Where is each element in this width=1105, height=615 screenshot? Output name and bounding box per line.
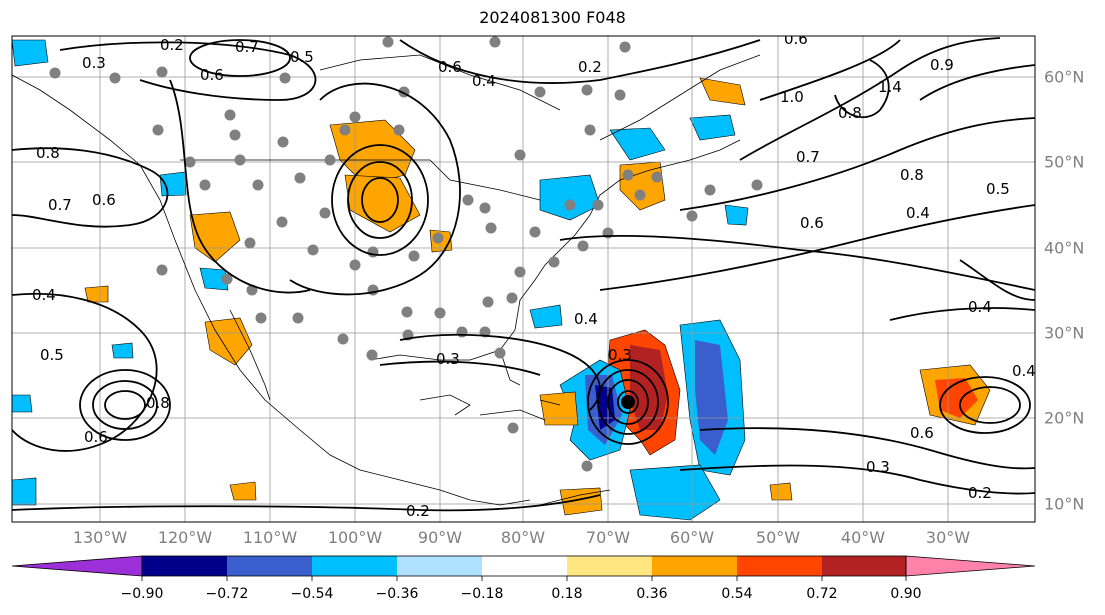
colorbar-tick-label: 0.54: [721, 586, 753, 602]
contour-label: 0.3: [436, 350, 460, 368]
colorbar-tick-label: −0.72: [205, 586, 249, 602]
lon-label: 100°W: [327, 528, 383, 547]
lat-label: 10°N: [1044, 494, 1085, 514]
contour-label: 0.4: [574, 310, 598, 328]
lon-label: 130°W: [72, 528, 128, 547]
contour-label: 0.8: [838, 104, 862, 122]
lon-label: 60°W: [669, 528, 715, 547]
colorbar: [11, 555, 1036, 581]
colorbar-tick-label: 0.72: [806, 586, 838, 602]
contour-label: 0.3: [82, 54, 106, 72]
figure-title: 2024081300 F048: [479, 8, 626, 27]
contour-label-layer: 0.2 0.3 0.5 0.7 0.6 0.4 0.8 0.4 0.7 0.6 …: [32, 30, 1036, 520]
contour-label: 0.8: [900, 166, 924, 184]
lon-label: 80°W: [500, 528, 546, 547]
contour-label: 0.7: [796, 148, 820, 166]
station-dots: [49, 36, 763, 472]
contour-label: 0.6: [910, 424, 934, 442]
contour-label: 1.4: [878, 78, 902, 96]
colorbar-segment: [567, 556, 652, 576]
colorbar-tick-label: 0.36: [636, 586, 668, 602]
colorbar-segment: [227, 556, 312, 576]
lat-label: 50°N: [1044, 152, 1085, 172]
contour-label: 0.7: [48, 196, 72, 214]
shading-layer: [12, 39, 991, 521]
colorbar-segment: [142, 556, 227, 576]
colorbar-tick-label: 0.18: [551, 586, 583, 602]
contour-label: 0.6: [84, 428, 108, 446]
contour-label: 0.5: [986, 180, 1010, 198]
contour-label: 0.2: [406, 502, 430, 520]
colorbar-tick-label: −0.18: [460, 586, 504, 602]
contour-label: 0.6: [438, 58, 462, 76]
contour-label: 0.5: [290, 48, 314, 66]
lon-label: 120°W: [157, 528, 213, 547]
contour-label: 0.4: [32, 286, 56, 304]
colorbar-tick-label: −0.36: [375, 586, 419, 602]
contour-label: 0.2: [160, 36, 184, 54]
colorbar-segment: [652, 556, 737, 576]
colorbar-segment: [312, 556, 397, 576]
contour-label: 0.7: [235, 38, 259, 56]
contour-label: 0.9: [930, 56, 954, 74]
lon-label: 90°W: [417, 528, 463, 547]
contour-label: 1.0: [780, 88, 804, 106]
contour-label: 0.2: [968, 484, 992, 502]
contour-label: 0.2: [578, 58, 602, 76]
lat-label: 30°N: [1044, 323, 1085, 343]
contour-label: 0.6: [800, 214, 824, 232]
contour-label: 0.6: [784, 30, 808, 48]
contour-lines: [12, 37, 1035, 512]
contour-label: 0.4: [906, 204, 930, 222]
lon-label: 40°W: [840, 528, 886, 547]
contour-label: 0.4: [1012, 362, 1036, 380]
colorbar-tick-label: −0.54: [290, 586, 334, 602]
lat-label: 20°N: [1044, 408, 1085, 428]
contour-label: 0.4: [472, 72, 496, 90]
graticule: [12, 36, 1035, 522]
lon-label: 50°W: [755, 528, 801, 547]
contour-label: 0.3: [866, 458, 890, 476]
contour-label: 0.6: [92, 191, 116, 209]
lon-label: 110°W: [242, 528, 298, 547]
contour-label: 0.5: [40, 346, 64, 364]
colorbar-tick-label: −0.90: [120, 586, 164, 602]
map-frame: [11, 35, 1036, 523]
contour-label: 0.4: [968, 298, 992, 316]
colorbar-segment: [482, 556, 567, 576]
lat-label: 60°N: [1044, 67, 1085, 87]
lon-label: 70°W: [585, 528, 631, 547]
contour-label: 0.8: [36, 144, 60, 162]
contour-label: 0.8: [146, 394, 170, 412]
colorbar-segment: [397, 556, 482, 576]
colorbar-segment: [822, 556, 906, 576]
colorbar-segment-gt-0.90: [905, 555, 1036, 577]
contour-label: 0.3: [608, 346, 632, 364]
storm-center-marker: [621, 395, 635, 409]
colorbar-segment-lt-minus0.90: [11, 555, 143, 577]
lon-label: 30°W: [925, 528, 971, 547]
lat-label: 40°N: [1044, 238, 1085, 258]
contour-label: 0.6: [200, 66, 224, 84]
colorbar-segment: [737, 556, 822, 576]
colorbar-tick-label: 0.90: [890, 586, 922, 602]
